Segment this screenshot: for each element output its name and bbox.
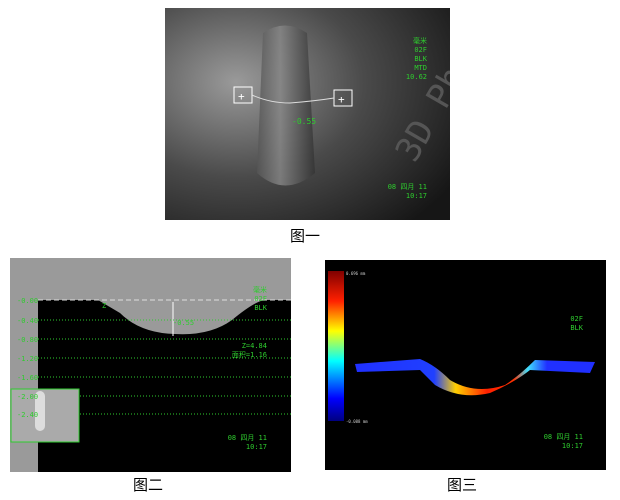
colorbar (328, 271, 344, 421)
cylinder-shape (257, 25, 315, 186)
y-tick: -0.00 (17, 297, 38, 305)
figure-1-image: 3D Phase + + -0.55 毫米 02F BLK MTD 10.62 … (165, 8, 450, 220)
overlay-date: 08 四月 11 (228, 434, 267, 442)
overlay-unit: 毫米 (413, 36, 427, 45)
overlay-value: 10.62 (406, 73, 427, 81)
y-tick: -0.80 (17, 336, 38, 344)
overlay-code: 02F (414, 46, 427, 54)
measurement-value: -0.55 (173, 319, 194, 327)
overlay-time: 10:17 (562, 442, 583, 450)
inset-thumbnail[interactable] (10, 388, 80, 443)
figure-3-3d-view: 0.696 mm -0.088 mm 02F BLK 08 四月 11 10:1… (325, 260, 606, 470)
y-tick: -1.20 (17, 355, 38, 363)
overlay-code: 02F (570, 315, 583, 323)
colorbar-max-label: 0.696 mm (346, 271, 366, 276)
svg-text:+: + (238, 90, 245, 103)
figure-3-caption: 图三 (447, 476, 478, 494)
overlay-code: 02F (254, 295, 267, 303)
y-tick: -2.00 (17, 393, 38, 401)
colorbar-min-label: -0.088 mm (346, 419, 368, 424)
figure-1-caption: 图一 (290, 227, 321, 245)
overlay-blk: BLK (414, 55, 427, 63)
z-marker: Z (102, 302, 106, 310)
y-tick: -2.40 (17, 411, 38, 419)
overlay-date: 08 四月 11 (388, 183, 427, 191)
z-value: Z=4.84 (242, 342, 267, 350)
measurement-value: -0.55 (292, 117, 316, 126)
overlay-time: 10:17 (406, 192, 427, 200)
overlay-unit: 毫米 (253, 285, 267, 294)
overlay-blk: BLK (254, 304, 267, 312)
figure-2-caption: 图二 (133, 476, 164, 494)
figure-2-profile: -0.00 -0.40 -0.80 -1.20 -1.60 Z -0.55 -2… (10, 258, 291, 472)
profile-area (10, 258, 291, 335)
overlay-mtd: MTD (414, 64, 427, 72)
y-tick: -0.40 (17, 317, 38, 325)
y-tick: -1.60 (17, 374, 38, 382)
area-value: 面积=1.16 (232, 350, 267, 359)
overlay-time: 10:17 (246, 443, 267, 451)
overlay-blk: BLK (570, 324, 583, 332)
svg-text:+: + (338, 93, 345, 106)
surface-mesh (355, 359, 595, 396)
overlay-date: 08 四月 11 (544, 433, 583, 441)
